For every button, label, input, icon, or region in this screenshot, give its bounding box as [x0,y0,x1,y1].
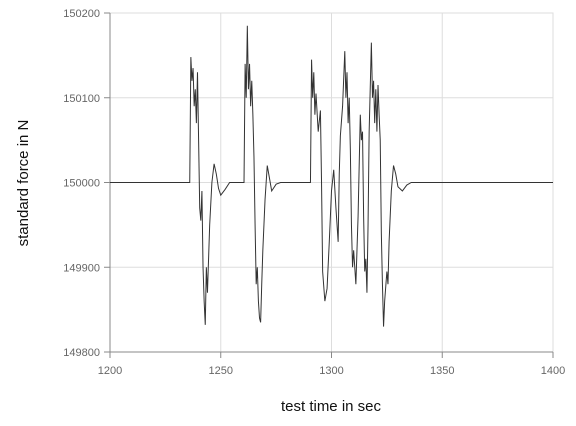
x-tick-label: 1400 [541,365,565,377]
y-tick-label: 150100 [63,93,100,105]
x-axis-label: test time in sec [281,398,382,415]
x-tick-label: 1350 [430,365,454,377]
x-tick-label: 1200 [98,365,122,377]
y-tick-label: 149900 [63,262,100,274]
y-axis-label: standard force in N [15,120,32,247]
y-tick-label: 150200 [63,8,100,20]
data-line [110,25,553,327]
x-tick-label: 1300 [319,365,343,377]
y-tick-label: 150000 [63,178,100,190]
x-tick-label: 1250 [209,365,233,377]
y-tick-label: 149800 [63,347,100,359]
